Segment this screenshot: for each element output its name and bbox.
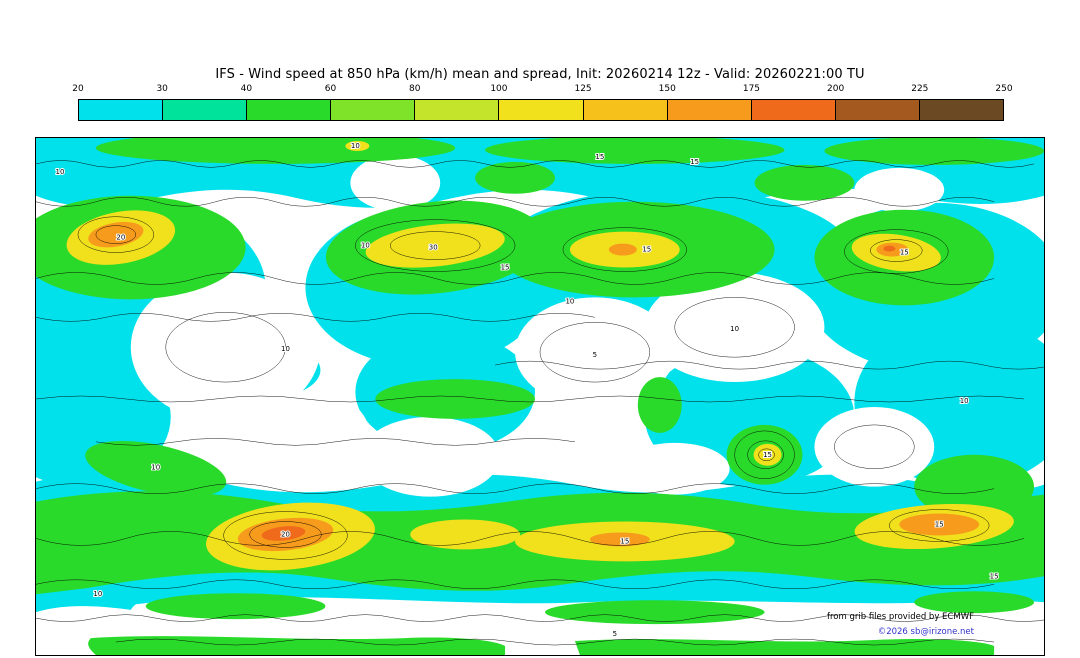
contour-label: 10: [93, 590, 102, 598]
colorbar-tick-label: 60: [324, 84, 337, 94]
spread-contour-lines: [36, 160, 1044, 646]
colorbar: 20 30 40 60 80 100 125 150 175 200 225 250: [72, 84, 1013, 121]
chart-title: IFS - Wind speed at 850 hPa (km/h) mean …: [215, 67, 865, 82]
colorbar-ticks: 20 30 40 60 80 100 125 150 175 200 225 250: [72, 84, 1012, 98]
contour-label: 10: [281, 345, 290, 353]
contour-label: 15: [642, 246, 651, 254]
contour-label: 15: [763, 451, 772, 459]
calm-region-layer: [127, 154, 1044, 647]
colorbar-tick-label: 80: [408, 84, 421, 94]
colorbar-tick-label: 30: [156, 84, 168, 94]
contour-label: 15: [620, 537, 629, 545]
map-copyright: ©2026 sb@irizone.net: [877, 627, 974, 637]
colorbar-tick-label: 200: [827, 84, 845, 94]
colorbar-tick-label: 250: [995, 84, 1013, 94]
colorbar-segment: [415, 100, 500, 120]
colorbar-segment: [499, 100, 584, 120]
colorbar-segment: [331, 100, 416, 120]
colorbar-segment: [919, 100, 1004, 120]
colorbar-segment: [247, 100, 332, 120]
wind-band-150-175-layer: [261, 245, 896, 541]
colorbar-segments: [78, 99, 1004, 121]
colorbar-segment: [835, 100, 920, 120]
wind-band-60-100-layer: [66, 140, 1014, 571]
contour-label: 10: [351, 142, 360, 150]
colorbar-segment: [79, 100, 164, 120]
wind-speed-map: 10 15 15 10 20 10 30 15 15 10 10 5 10 15 10 15 20 15 15 10 1…: [36, 138, 1044, 655]
contour-label: 15: [935, 521, 944, 529]
contour-label: 20: [281, 530, 290, 538]
contour-label: 5: [593, 351, 597, 359]
contour-label: 15: [501, 263, 510, 271]
colorbar-tick-label: 150: [658, 84, 676, 94]
contour-label: 10: [730, 325, 739, 333]
contour-label: 15: [690, 158, 699, 166]
contour-label: 15: [900, 249, 909, 257]
colorbar-tick-label: 225: [911, 84, 929, 94]
colorbar-segment: [751, 100, 836, 120]
contour-label: 10: [56, 168, 65, 176]
contour-label: 20: [116, 234, 125, 242]
contour-label: 15: [990, 572, 999, 580]
contour-label: 10: [565, 297, 574, 305]
contour-label: 30: [429, 244, 438, 252]
colorbar-segment: [583, 100, 668, 120]
map-frame: 10 15 15 10 20 10 30 15 15 10 10 5 10 15 10 15 20 15 15 10 1…: [35, 137, 1045, 656]
colorbar-tick-label: 40: [240, 84, 253, 94]
colorbar-tick-label: 125: [574, 84, 592, 94]
contour-label: 10: [361, 242, 370, 250]
contour-label: 10: [960, 397, 969, 405]
colorbar-tick-label: 175: [742, 84, 761, 94]
colorbar-segment: [163, 100, 248, 120]
map-attribution: from grib files provided by ECMWF: [827, 612, 974, 622]
colorbar-tick-label: 20: [72, 84, 84, 94]
colorbar-tick-label: 100: [490, 84, 508, 94]
colorbar-segment: [667, 100, 752, 120]
contour-label: 10: [151, 464, 160, 472]
contour-label: 5: [613, 630, 617, 638]
contour-label: 15: [595, 153, 604, 161]
